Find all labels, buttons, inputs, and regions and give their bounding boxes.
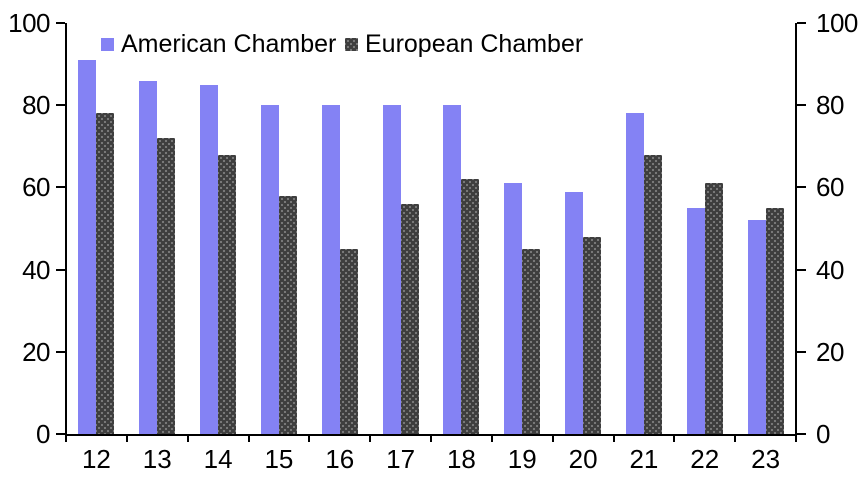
y-tick-left-80 [56,104,65,107]
bar-american-17 [382,105,401,434]
x-tick-7 [490,434,493,442]
y-axis-right-line [795,23,797,434]
x-axis-label-19: 19 [507,444,537,474]
y-axis-label-left-0: 0 [36,419,50,449]
bar-american-18 [443,105,462,434]
bar-european-22 [704,183,723,434]
x-axis-label-18: 18 [446,444,476,474]
bar-european-19 [522,249,541,434]
x-axis-label-12: 12 [81,444,111,474]
y-tick-left-100 [56,22,65,24]
y-tick-right-20 [797,350,806,353]
bar-american-23 [747,220,766,434]
x-axis-label-21: 21 [629,444,659,474]
x-axis-label-23: 23 [751,444,781,474]
bar-american-21 [625,113,644,434]
y-tick-left-60 [56,186,65,189]
y-tick-left-0 [56,433,65,435]
bar-european-17 [400,203,419,434]
y-axis-label-left-80: 80 [22,90,50,121]
y-tick-right-80 [797,104,806,107]
y-tick-right-40 [797,268,806,271]
x-axis-label-16: 16 [325,444,355,474]
y-axis-label-right-40: 40 [816,254,844,285]
y-axis-label-right-0: 0 [816,419,830,449]
bar-american-12 [78,60,97,434]
bar-american-15 [260,105,279,434]
x-axis-label-15: 15 [264,444,294,474]
x-tick-2 [186,434,189,442]
x-axis-label-14: 14 [203,444,233,474]
x-tick-11 [734,434,737,442]
y-tick-left-20 [56,350,65,353]
bar-european-15 [278,195,297,434]
bar-european-23 [765,207,784,434]
y-axis-label-left-60: 60 [22,172,50,203]
x-tick-5 [369,434,372,442]
y-axis-left-line [65,23,67,434]
x-tick-10 [673,434,676,442]
x-axis-label-13: 13 [142,444,172,474]
y-axis-label-left-20: 20 [22,336,50,367]
bar-american-20 [565,191,584,434]
bar-european-20 [583,236,602,434]
x-axis-label-17: 17 [386,444,416,474]
x-axis-label-20: 20 [568,444,598,474]
x-tick-8 [551,434,554,442]
y-axis-label-right-100: 100 [816,8,858,38]
x-tick-12 [795,434,797,442]
bar-american-19 [504,183,523,434]
bar-american-22 [686,207,705,434]
bar-european-13 [157,138,176,434]
x-tick-0 [65,434,67,442]
y-axis-label-right-60: 60 [816,172,844,203]
plot-area [56,22,806,442]
y-axis-label-left-40: 40 [22,254,50,285]
bar-european-14 [218,154,237,434]
x-tick-9 [612,434,615,442]
y-axis-label-right-20: 20 [816,336,844,367]
bar-american-13 [139,80,158,434]
x-tick-1 [125,434,128,442]
bar-american-16 [321,105,340,434]
bar-european-21 [643,154,662,434]
y-tick-right-0 [797,433,806,435]
x-tick-6 [430,434,432,442]
bar-european-16 [339,249,358,434]
y-axis-label-right-80: 80 [816,90,844,121]
x-tick-4 [308,434,311,442]
y-tick-right-100 [797,22,806,24]
y-tick-right-60 [797,186,806,189]
bar-american-14 [200,84,219,434]
x-tick-3 [247,434,250,442]
bar-european-18 [461,179,480,434]
y-axis-label-left-100: 100 [8,8,50,38]
x-axis-label-22: 22 [690,444,720,474]
y-tick-left-40 [56,268,65,271]
bar-european-12 [96,113,115,434]
